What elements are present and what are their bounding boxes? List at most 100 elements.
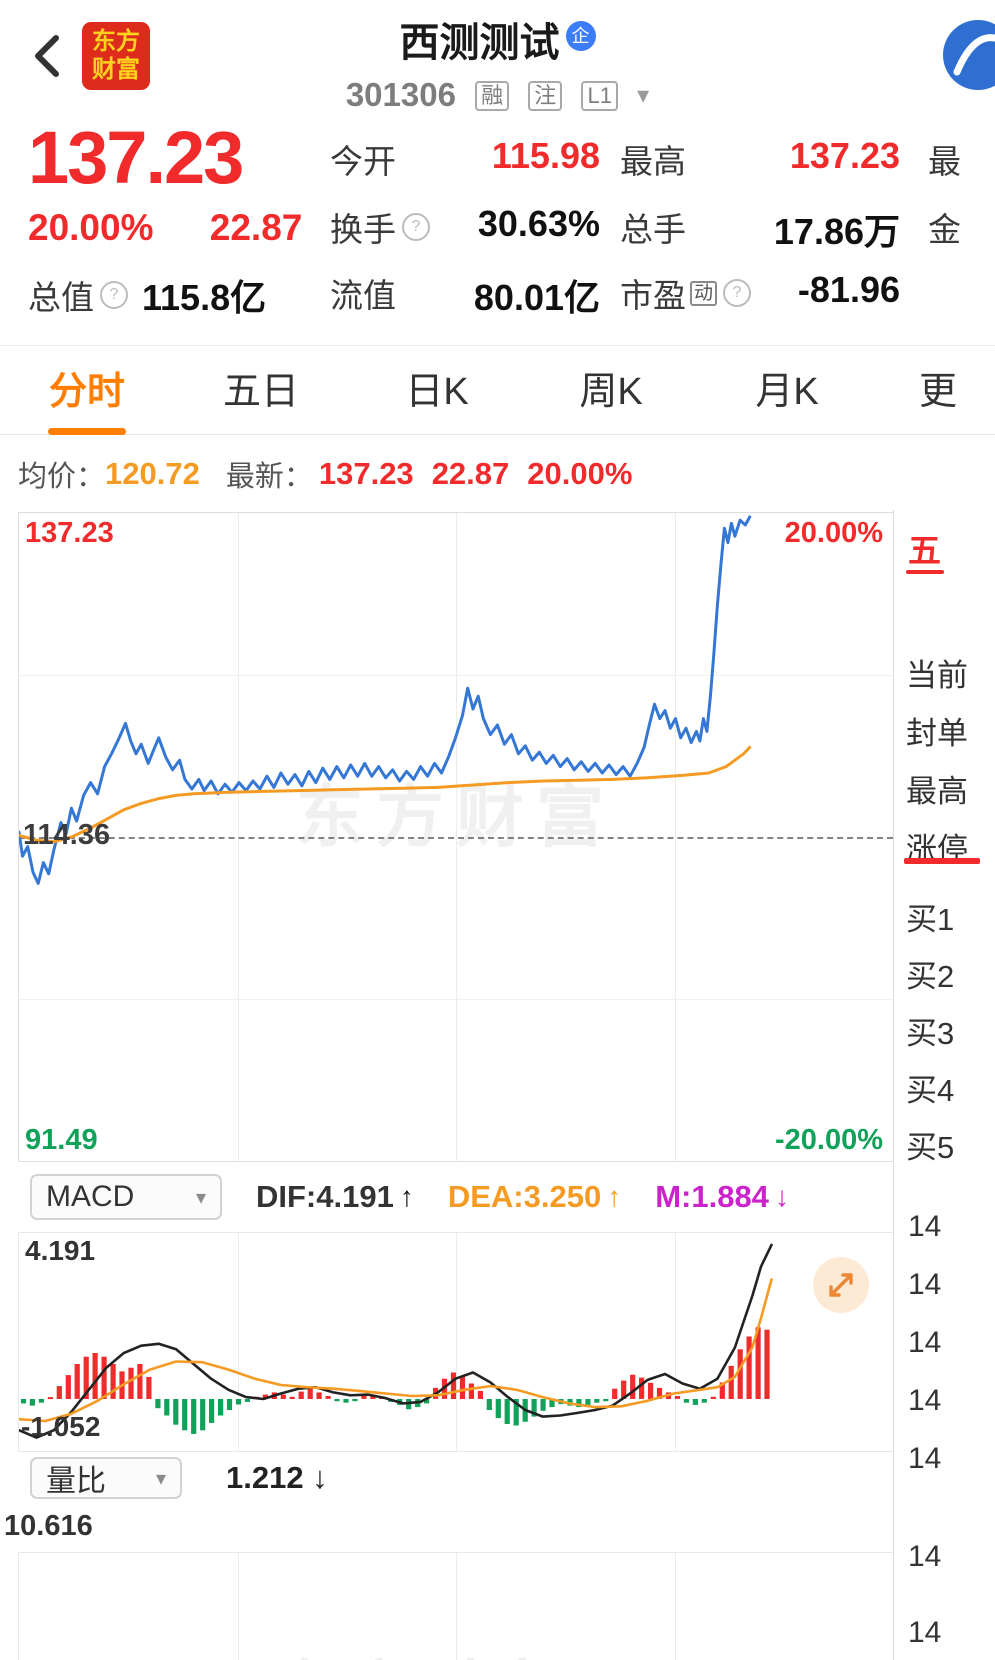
volume-label-cell: 总手 (620, 203, 686, 251)
current-label: 当前 (906, 658, 968, 693)
change-amount: 22.87 (209, 207, 303, 248)
price-fragment: 14 (908, 1210, 942, 1243)
buy-1-row[interactable]: 买1 (906, 902, 955, 937)
tab-five-levels[interactable]: 五 (908, 532, 941, 569)
macd-min-label: -1.052 (21, 1411, 101, 1442)
dif-arrow-up-icon: ↑ (399, 1181, 414, 1212)
tab-daily-k[interactable]: 日K (405, 371, 469, 413)
open-value: 115.98 (491, 135, 600, 176)
turnover-label: 换手 (330, 211, 396, 248)
gridline (674, 1553, 676, 1660)
dea-arrow-up-icon: ↑ (607, 1181, 622, 1212)
active-tab-underline (48, 428, 126, 435)
gridline (674, 1233, 676, 1451)
pe-dynamic-badge: 动 (690, 280, 718, 306)
stock-code-row[interactable]: 301306 融 注 L1 ▾ (0, 76, 995, 114)
timeshare-chart[interactable]: 东方财富 137.23 20.00% 91.49 -20.00% 114.36 (18, 512, 893, 1162)
expand-chart-button[interactable] (811, 1255, 871, 1315)
pe-value-cell: -81.96 (688, 269, 900, 311)
order-book-divider (904, 858, 980, 864)
margin-trading-badge: 融 (475, 81, 510, 111)
chevron-down-icon: ▾ (195, 1186, 206, 1209)
price-fragment: 14 (908, 1540, 942, 1573)
open-value-cell: 115.98 (400, 135, 600, 177)
macd-chart[interactable]: 4.191 -1.052 (18, 1232, 893, 1452)
enterprise-badge: 企 (565, 21, 596, 51)
gridline (19, 675, 893, 676)
buy-5-row[interactable]: 买5 (906, 1130, 955, 1165)
high-value-cell: 137.23 (688, 135, 900, 177)
turnover-value-cell: 30.63% (400, 203, 600, 245)
avg-price-value: 120.72 (105, 455, 200, 491)
watermark: 东方财富 (295, 779, 617, 856)
float-cap-value: 80.01亿 (473, 277, 600, 318)
indicator-name: MACD (46, 1180, 135, 1213)
order-book-panel: 五 当前 封单 最高 涨停 买1 买2 买3 买4 买5 14 14 14 14… (893, 510, 995, 1660)
quote-panel: 137.23 20.00% 22.87 总值 ? 115.8亿 今开 115.9… (0, 113, 995, 346)
app-logo-icon[interactable] (943, 20, 995, 90)
macd-header-row: MACD ▾ DIF:4.191 ↑ DEA:3.250 ↑ M:1.884 ↓ (0, 1162, 995, 1232)
volume-ratio-selector-button[interactable]: 量比 ▾ (30, 1457, 182, 1499)
buy-4-row[interactable]: 买4 (906, 1073, 955, 1108)
latest-percent: 20.00% (527, 455, 633, 491)
high-value: 137.23 (789, 135, 900, 176)
tab-monthly-k[interactable]: 月K (755, 371, 819, 413)
highest-label: 最高 (906, 774, 968, 809)
help-icon[interactable]: ? (723, 279, 752, 307)
help-icon[interactable]: ? (402, 213, 430, 241)
buy-3-row[interactable]: 买3 (906, 1016, 955, 1051)
app-header: 东方 财富 西测测试企 301306 融 注 L1 ▾ (0, 0, 995, 113)
chart-period-tabs: 分时 五日 日K 周K 月K 更 (0, 346, 995, 435)
open-label-cell: 今开 (330, 135, 396, 183)
indicator-selector-button[interactable]: MACD ▾ (30, 1174, 222, 1220)
turnover-label-cell: 换手 ? (330, 203, 430, 251)
market-cap-label: 总值 (28, 279, 94, 316)
m-value: M:1.884 (655, 1179, 769, 1214)
buy-2-row[interactable]: 买2 (906, 959, 955, 994)
m-arrow-down-icon: ↓ (774, 1181, 789, 1212)
tab-timeshare[interactable]: 分时 (42, 360, 132, 435)
tab-weekly-k[interactable]: 周K (579, 371, 643, 413)
latest-label: 最新： (225, 460, 313, 493)
float-cap-value-cell: 80.01亿 (400, 269, 600, 321)
gridline (237, 1233, 239, 1451)
registered-badge: 注 (528, 81, 563, 111)
expand-icon (813, 1257, 869, 1313)
price-change: 20.00% 22.87 (28, 207, 302, 249)
help-icon[interactable]: ? (100, 281, 128, 309)
limit-down-price-label: 91.49 (25, 1124, 98, 1156)
price-fragment: 14 (908, 1384, 942, 1417)
pe-label: 市盈 (620, 277, 686, 314)
tab-more[interactable]: 更 (918, 371, 957, 413)
logo-text-line1: 东方 (92, 28, 140, 56)
chevron-down-icon: ▾ (155, 1467, 166, 1490)
market-cap-value: 115.8亿 (142, 277, 267, 318)
market-cap-cell: 总值 ? 115.8亿 (28, 269, 266, 321)
stock-name: 西测测试 (399, 21, 560, 65)
timeshare-plot (19, 515, 752, 885)
gridline (456, 1233, 457, 1451)
tab-five-day[interactable]: 五日 (222, 371, 299, 413)
current-price: 137.23 (28, 116, 244, 199)
high-label-cell: 最高 (620, 135, 686, 183)
seal-order-label: 封单 (906, 716, 968, 751)
high-label: 最高 (620, 143, 686, 180)
back-chevron-icon (35, 35, 59, 77)
macd-plot (19, 1243, 773, 1439)
volume-ratio-plot-area: 东方财富 (18, 1552, 893, 1660)
cutoff-amount-label: 金 (928, 211, 961, 248)
price-summary-row: 均价： 120.72 最新： 137.23 22.87 20.00% (0, 435, 995, 512)
volume-label: 总手 (620, 211, 686, 248)
title-block: 西测测试企 301306 融 注 L1 ▾ (0, 10, 995, 114)
volume-ratio-row: 量比 ▾ 1.212 ↓ (0, 1452, 995, 1504)
price-fragment: 14 (908, 1616, 942, 1649)
watermark: 东方财富 (277, 1639, 565, 1660)
eastmoney-logo-icon[interactable]: 东方 财富 (82, 22, 150, 90)
prev-close-label: 114.36 (23, 819, 111, 851)
back-button[interactable] (28, 30, 68, 82)
volume-ratio-chart[interactable]: 10.616 东方财富 (0, 1504, 995, 1660)
volume-value: 17.86万 (773, 211, 900, 252)
gridline (456, 1553, 457, 1660)
float-cap-label: 流值 (330, 277, 396, 314)
